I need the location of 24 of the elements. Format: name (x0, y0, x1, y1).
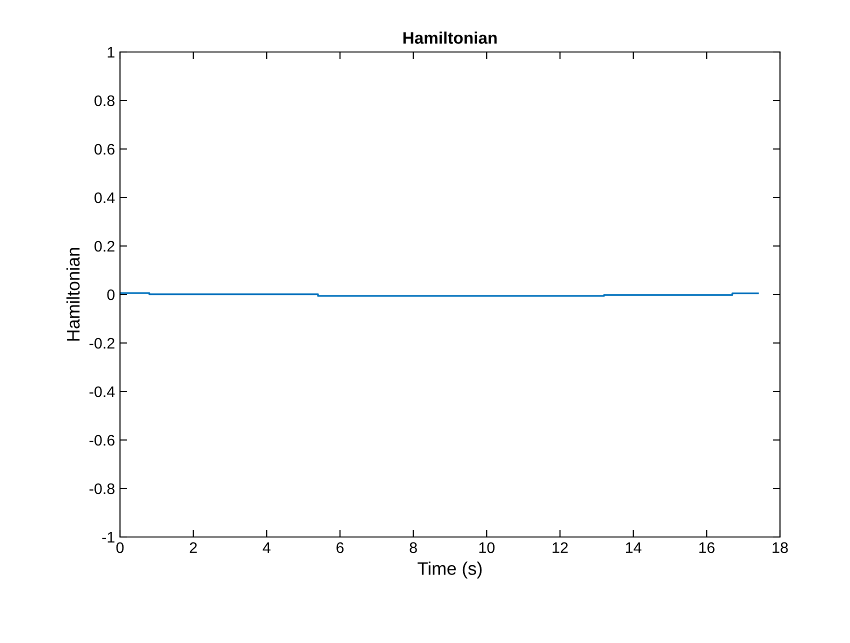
y-tick-label: -0.2 (89, 338, 114, 349)
x-tick-label: 8 (410, 542, 417, 554)
x-tick-label: 10 (479, 542, 495, 554)
x-tick-label: 2 (190, 542, 197, 553)
y-tick-label: 1 (108, 47, 114, 58)
x-tick-label: 16 (699, 542, 714, 554)
y-tick-label: -0.8 (89, 483, 114, 494)
x-tick-label: 6 (336, 542, 344, 554)
y-axis-title: Hamiltonian (66, 248, 80, 341)
y-tick-label: -0.4 (89, 386, 115, 398)
x-tick-label: 4 (262, 542, 270, 553)
x-axis-title: Time (s) (418, 562, 482, 578)
y-tick-label: 0.2 (94, 240, 114, 252)
y-tick-label: 0 (107, 289, 115, 300)
x-tick-label: 12 (552, 542, 568, 553)
chart-title: Hamiltonian (403, 32, 497, 44)
x-tick-label: 14 (626, 542, 642, 553)
y-tick-label: 0.4 (94, 192, 115, 204)
y-tick-label: 0.6 (94, 144, 114, 155)
x-tick-label: 18 (772, 542, 788, 554)
y-tick-label: 0.8 (94, 95, 114, 106)
y-tick-label: -1 (102, 532, 114, 543)
x-tick-label: 0 (116, 542, 124, 554)
y-tick-label: -0.6 (89, 434, 114, 446)
